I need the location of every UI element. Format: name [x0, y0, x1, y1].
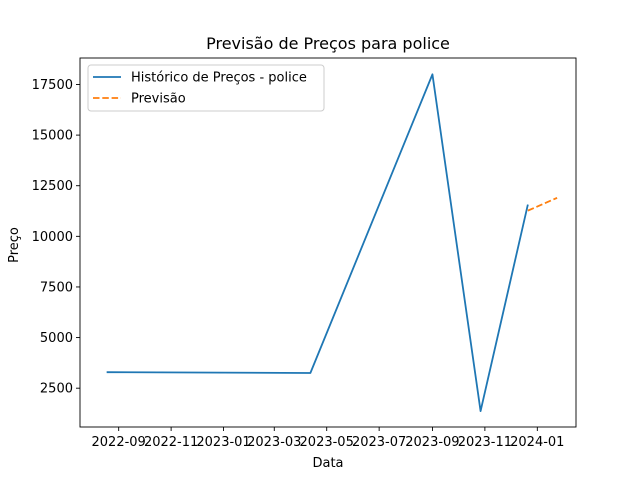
y-tick-label: 7500	[40, 280, 73, 295]
y-tick-label: 2500	[40, 382, 73, 397]
series-line-2	[527, 197, 558, 212]
y-axis-label: Preço	[7, 227, 22, 263]
series-line-1	[106, 73, 529, 412]
x-tick-label: 2023-11	[458, 435, 512, 450]
legend-entry-1: Histórico de Preços - police	[131, 71, 307, 86]
x-tick-label: 2023-09	[405, 435, 459, 450]
plot-area	[79, 57, 577, 428]
y-tick-label: 5000	[40, 331, 73, 346]
y-tick-label: 10000	[32, 230, 73, 245]
legend: Histórico de Preços - police Previsão	[87, 64, 325, 112]
x-axis-label: Data	[312, 456, 343, 471]
x-tick-label: 2022-09	[92, 435, 146, 450]
legend-entry-2: Previsão	[131, 92, 186, 107]
x-tick-label: 2023-03	[247, 435, 301, 450]
x-tick-label: 2023-01	[196, 435, 250, 450]
y-tick-label: 15000	[32, 129, 73, 144]
chart-title: Previsão de Preços para police	[206, 34, 450, 53]
plot-frame	[79, 57, 577, 428]
x-tick-label: 2023-05	[300, 435, 354, 450]
x-axis: 2022-092022-112023-012023-032023-052023-…	[92, 427, 564, 450]
y-tick-label: 12500	[32, 179, 73, 194]
y-axis: 2500 5000 7500 10000 12500 15000 17500	[32, 78, 80, 397]
x-tick-label: 2022-11	[144, 435, 198, 450]
x-tick-label: 2023-07	[352, 435, 406, 450]
legend-box	[87, 64, 325, 112]
x-tick-label: 2024-01	[510, 435, 564, 450]
y-tick-label: 17500	[32, 78, 73, 93]
